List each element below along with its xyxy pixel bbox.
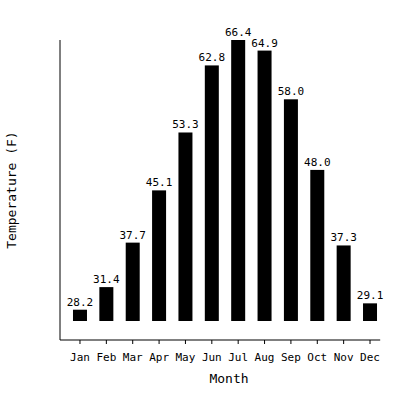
x-tick <box>106 340 107 344</box>
x-tick-label: Feb <box>96 351 116 364</box>
x-tick-label: May <box>176 351 196 364</box>
x-tick <box>238 340 239 344</box>
bar <box>310 170 324 321</box>
x-tick-label: Sep <box>281 351 301 364</box>
x-tick <box>79 340 80 344</box>
bar <box>337 245 351 321</box>
x-axis-label: Month <box>209 371 248 386</box>
bar <box>258 51 272 321</box>
data-label: 58.0 <box>278 85 305 98</box>
data-label: 28.2 <box>67 296 94 309</box>
bar <box>231 40 245 321</box>
bar <box>363 303 377 321</box>
data-label: 66.4 <box>225 26 252 39</box>
x-tick <box>211 340 212 344</box>
y-axis-line <box>60 40 61 340</box>
chart-svg: 28.2 31.4 37.7 45.1 53.3 62.8 66.464.9 58.0 48.0… <box>0 0 400 400</box>
bar <box>152 190 166 321</box>
data-label: 48.0 <box>304 156 331 169</box>
x-tick <box>264 340 265 344</box>
bar <box>284 99 298 321</box>
x-tick-label: Mar <box>123 351 143 364</box>
x-tick <box>343 340 344 344</box>
bar <box>178 132 192 321</box>
y-axis-label: Temperature (F) <box>4 131 19 248</box>
x-tick <box>370 340 371 344</box>
data-label: 45.1 <box>146 176 173 189</box>
x-tick-label: Nov <box>334 351 354 364</box>
x-tick-label: Dec <box>360 351 380 364</box>
x-tick <box>159 340 160 344</box>
x-tick <box>290 340 291 344</box>
x-tick <box>132 340 133 344</box>
x-tick-label: Apr <box>149 351 169 364</box>
bar <box>99 287 113 321</box>
x-tick-label: Jul <box>228 351 248 364</box>
x-tick-label: Jun <box>202 351 222 364</box>
x-tick <box>317 340 318 344</box>
data-label: 37.3 <box>330 231 357 244</box>
x-tick-label: Jan <box>70 351 90 364</box>
data-label: 64.9 <box>251 37 278 50</box>
x-tick-label: Oct <box>307 351 327 364</box>
data-label: 37.7 <box>119 229 146 242</box>
data-label: 29.1 <box>357 289 384 302</box>
data-label: 53.3 <box>172 118 199 131</box>
x-axis-line <box>60 340 380 341</box>
chart-container: 28.2 31.4 37.7 45.1 53.3 62.8 66.464.9 58.0 48.0… <box>0 0 400 400</box>
x-tick-label: Aug <box>255 351 275 364</box>
bar <box>73 310 87 321</box>
bar <box>126 243 140 321</box>
bar <box>205 65 219 321</box>
data-label: 62.8 <box>199 51 226 64</box>
data-label: 31.4 <box>93 273 120 286</box>
background <box>0 0 400 400</box>
bars <box>73 40 377 321</box>
x-tick <box>185 340 186 344</box>
